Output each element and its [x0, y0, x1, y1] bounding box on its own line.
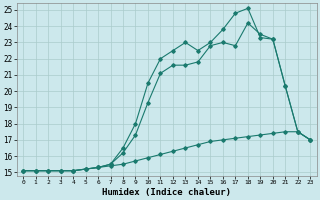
- X-axis label: Humidex (Indice chaleur): Humidex (Indice chaleur): [102, 188, 231, 197]
